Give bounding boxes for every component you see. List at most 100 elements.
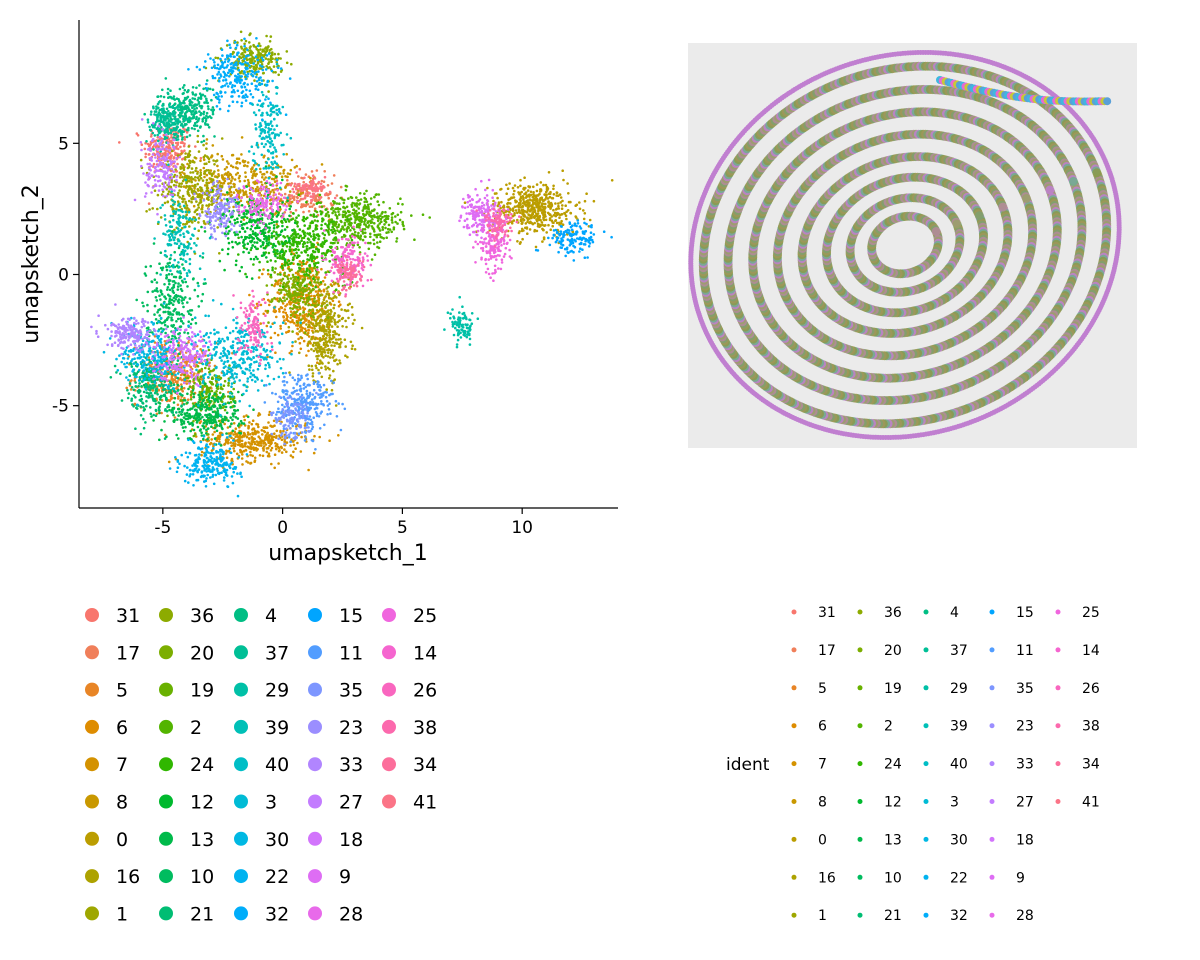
umap-point (520, 222, 523, 225)
umap-point (510, 222, 514, 225)
umap-point (251, 244, 254, 247)
umap-point (180, 378, 184, 382)
umap-point (219, 181, 223, 185)
umap-point (244, 175, 247, 179)
umap-point (306, 227, 310, 230)
umap-point (307, 292, 311, 295)
umap-point (311, 368, 314, 372)
umap-point (266, 260, 269, 264)
umap-point (240, 45, 243, 49)
umap-point (582, 209, 585, 212)
umap-point (234, 427, 238, 431)
umap-point (328, 348, 332, 352)
umap-point (285, 313, 289, 317)
umap-point (288, 291, 291, 295)
umap-point (186, 166, 190, 170)
umap-point (227, 162, 230, 165)
umap-point (559, 196, 563, 199)
umap-point (332, 314, 336, 317)
umap-point (128, 380, 132, 384)
umap-point (299, 323, 302, 327)
umap-point (274, 279, 277, 283)
umap-point (327, 215, 331, 218)
umap-point (526, 206, 530, 209)
umap-point (269, 275, 273, 279)
umap-point (344, 319, 347, 323)
umap-point (192, 204, 196, 208)
umap-point (310, 170, 314, 173)
umap-point (539, 224, 542, 228)
umap-point (376, 212, 379, 215)
umap-point (185, 207, 188, 210)
umap-point (193, 372, 196, 375)
umap-point (280, 250, 284, 254)
umap-point (171, 141, 175, 145)
umap-point (139, 158, 143, 162)
umap-point (335, 194, 339, 197)
umap-point (283, 448, 286, 451)
umap-point (279, 281, 282, 285)
umap-point (317, 297, 321, 301)
umap-point (306, 194, 310, 198)
umap-point (610, 179, 614, 182)
umap-point (210, 377, 214, 381)
umap-point (350, 196, 354, 200)
umap-point (241, 51, 244, 55)
umap-point (196, 182, 199, 186)
umap-point (296, 225, 300, 228)
umap-point (285, 245, 289, 248)
umap-point (237, 390, 240, 394)
umap-point (295, 164, 299, 168)
umap-point (181, 200, 184, 204)
umap-point (305, 269, 309, 273)
umap-point (304, 262, 308, 266)
umap-point (330, 388, 334, 392)
umap-point (350, 305, 354, 309)
umap-point (353, 348, 357, 351)
umap-point (263, 426, 267, 430)
umap-point (585, 192, 588, 195)
umap-point (302, 245, 305, 248)
umap-point (333, 295, 337, 298)
umap-point (559, 201, 562, 204)
umap-point (264, 224, 268, 227)
umap-point (248, 236, 251, 240)
umap-point (286, 263, 290, 267)
umap-point (291, 229, 294, 232)
umap-point (151, 207, 154, 210)
umap-point (296, 273, 300, 276)
umap-point (252, 232, 256, 236)
umap-point (343, 338, 347, 342)
umap-point (258, 67, 261, 70)
umap-point (315, 202, 319, 205)
umap-point (235, 452, 239, 456)
umap-point (190, 180, 193, 184)
umap-point (528, 228, 532, 231)
umap-point (326, 184, 330, 187)
umap-point (282, 217, 286, 221)
umap-point (246, 195, 249, 199)
umap-point (282, 283, 285, 286)
umap-point (234, 263, 238, 267)
umap-point (340, 317, 344, 321)
umap-point (241, 226, 245, 230)
umap-point (497, 201, 501, 204)
umap-point (285, 441, 289, 444)
umap-point (268, 40, 272, 43)
umap-point (334, 338, 338, 341)
umap-point (262, 156, 266, 159)
umap-point (285, 297, 289, 301)
umap-point (248, 46, 252, 49)
umap-point (286, 303, 289, 306)
umap-point (351, 201, 355, 205)
umap-point (272, 230, 276, 233)
umap-point (269, 336, 273, 340)
umap-point (242, 431, 246, 435)
umap-point (190, 197, 194, 201)
umap-point (185, 174, 189, 178)
umap-point (318, 324, 321, 327)
umap-point (282, 169, 285, 172)
umap-point (347, 214, 351, 217)
umap-point (192, 434, 196, 438)
umap-point (229, 441, 233, 444)
